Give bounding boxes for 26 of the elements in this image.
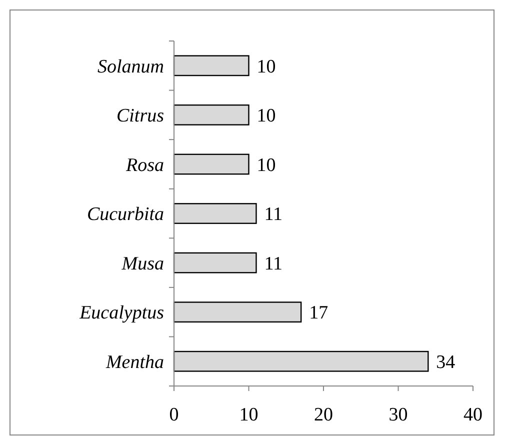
- y-tick-label: Cucurbita: [86, 204, 164, 226]
- bar: [173, 302, 302, 323]
- bar: [173, 55, 250, 76]
- data-label: 10: [256, 106, 276, 127]
- bar: [173, 252, 257, 274]
- data-label: 10: [256, 154, 276, 176]
- x-tick-label: 40: [464, 404, 482, 426]
- bar: [173, 154, 250, 175]
- bar: [173, 104, 250, 126]
- x-tick-label: 30: [388, 404, 408, 426]
- y-tick-label: Eucalyptus: [78, 302, 164, 324]
- data-label: 17: [309, 302, 328, 324]
- y-tick-label: Solanum: [98, 56, 164, 78]
- data-label: 10: [256, 56, 276, 78]
- data-label: 11: [264, 204, 283, 226]
- bar: [173, 350, 429, 372]
- bar: [173, 203, 257, 224]
- y-tick-label: Musa: [120, 253, 164, 274]
- x-tick-label: 10: [239, 404, 258, 426]
- y-tick-label: Mentha: [104, 352, 164, 374]
- x-tick-label: 20: [314, 404, 333, 426]
- y-tick-label: Rosa: [125, 154, 164, 176]
- y-tick-label: Citrus: [116, 106, 164, 127]
- x-tick-label: 0: [169, 404, 179, 426]
- data-label: 34: [436, 352, 456, 374]
- data-label: 11: [264, 253, 283, 274]
